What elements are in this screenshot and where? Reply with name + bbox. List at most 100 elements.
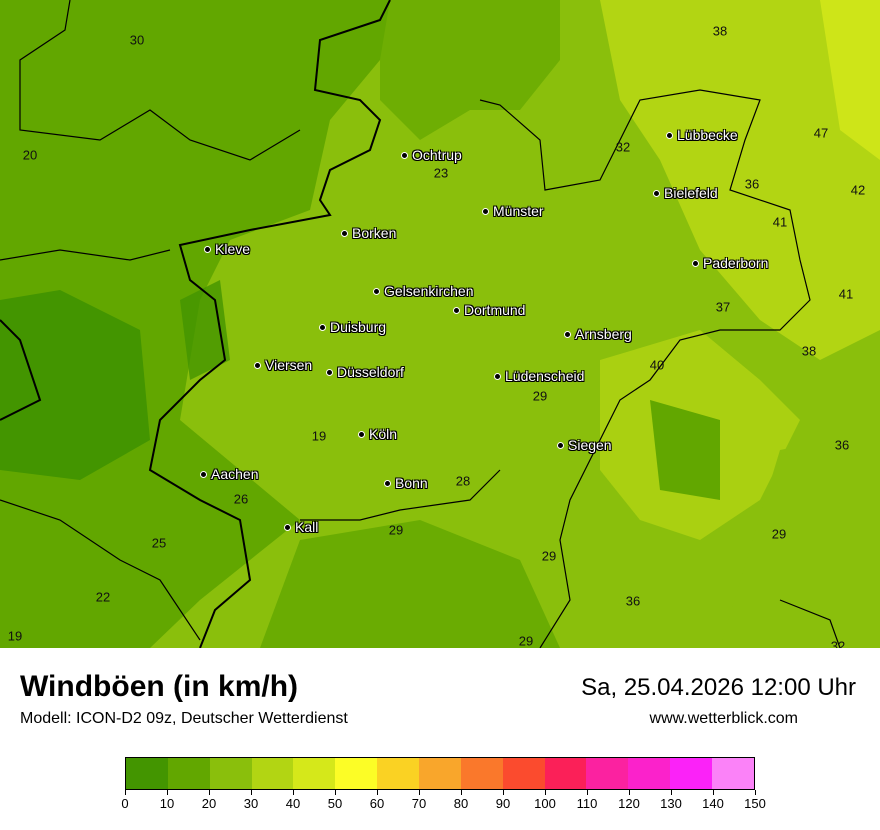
city-marker: Düsseldorf [326,364,404,380]
gust-value-label: 32 [830,638,846,649]
city-dot-icon [564,330,571,338]
gust-value-label: 36 [834,437,850,453]
legend-tick [671,790,672,795]
legend-tick-label: 50 [327,796,343,811]
city-dot-icon [358,430,365,438]
city-dot-icon [373,287,380,295]
city-name: Ochtrup [412,147,462,163]
gust-value-label: 29 [532,388,548,404]
legend-swatch [712,758,754,789]
gust-value-label: 25 [151,535,167,551]
city-name: Arnsberg [575,326,632,342]
city-name: Dortmund [464,302,526,318]
forecast-datetime: Sa, 25.04.2026 12:00 Uhr [581,674,856,701]
city-marker: Bielefeld [653,185,718,201]
legend-tick-label: 100 [534,796,556,811]
legend-swatch [670,758,713,789]
city-marker: Kleve [204,241,250,257]
city-dot-icon [319,323,326,331]
legend-tick-label: 30 [243,796,259,811]
city-marker: Viersen [254,357,312,373]
legend-tick [713,790,714,795]
city-name: Kleve [215,241,251,257]
gust-value-label: 36 [744,176,760,192]
city-dot-icon [482,207,489,215]
gust-value-label: 38 [801,343,817,359]
gust-value-label: 41 [772,214,788,230]
legend-swatch [209,758,252,789]
legend-swatch [544,758,587,789]
legend-tick-label: 80 [453,796,469,811]
city-dot-icon [200,470,207,478]
legend-tick-label: 120 [618,796,640,811]
legend-swatch [126,758,168,789]
legend-swatch [502,758,545,789]
gust-value-label: 47 [813,125,829,141]
city-marker: Paderborn [692,255,768,271]
legend-tick-label: 150 [744,796,766,811]
city-dot-icon [341,229,348,237]
gust-value-label: 37 [715,299,731,315]
gust-value-label: 26 [233,491,249,507]
color-legend [125,757,755,790]
city-marker: Aachen [200,466,258,482]
legend-tick-label: 10 [159,796,175,811]
city-name: Münster [493,203,544,219]
gust-value-label: 38 [712,23,728,39]
gust-value-label: 20 [22,147,38,163]
legend-swatch [460,758,503,789]
city-dot-icon [557,441,564,449]
city-name: Siegen [568,437,612,453]
map-title: Windböen (in km/h) [20,670,299,703]
legend-tick-label: 130 [660,796,682,811]
legend-swatch [628,758,671,789]
city-dot-icon [666,131,673,139]
city-name: Borken [352,225,397,241]
legend-tick [125,790,126,795]
gust-value-label: 19 [311,428,327,444]
gust-value-label: 28 [455,473,471,489]
legend-tick [209,790,210,795]
legend-swatch [419,758,461,789]
city-name: Duisburg [330,319,387,335]
gust-value-label: 41 [838,286,854,302]
gust-value-label: 36 [625,593,641,609]
map-field [0,0,880,648]
website-link[interactable]: www.wetterblick.com [649,710,798,727]
city-name: Aachen [211,466,259,482]
city-marker: Münster [482,203,544,219]
city-name: Gelsenkirchen [384,283,474,299]
city-name: Köln [369,426,398,442]
city-dot-icon [494,372,501,380]
legend-swatch [586,758,629,789]
gust-value-label: 23 [433,165,449,181]
city-marker: Ochtrup [401,147,462,163]
wind-gust-map: 30 38 20 47 32 23 36 42 41 41 37 38 40 29 19 36 28 26 29 29… [0,0,880,648]
legend-tick-label: 140 [702,796,724,811]
city-marker: Borken [341,225,396,241]
city-marker: Lübbecke [666,127,738,143]
legend-tick [461,790,462,795]
city-name: Paderborn [703,255,769,271]
city-marker: Gelsenkirchen [373,283,474,299]
gust-value-label: 30 [129,32,145,48]
city-marker: Duisburg [319,319,386,335]
city-name: Bielefeld [664,185,718,201]
city-dot-icon [326,368,333,376]
gust-value-label: 22 [95,589,111,605]
legend-tick [377,790,378,795]
gust-value-label: 29 [518,633,534,649]
city-name: Düsseldorf [337,364,404,380]
legend-swatch [167,758,210,789]
city-dot-icon [653,189,660,197]
legend-tick-label: 20 [201,796,217,811]
legend-swatch [293,758,336,789]
legend-tick [335,790,336,795]
legend-tick [755,790,756,795]
legend-tick [545,790,546,795]
city-dot-icon [384,479,391,487]
legend-tick-label: 110 [576,796,598,811]
city-dot-icon [284,523,291,531]
city-name: Kall [295,519,319,535]
city-dot-icon [401,151,408,159]
